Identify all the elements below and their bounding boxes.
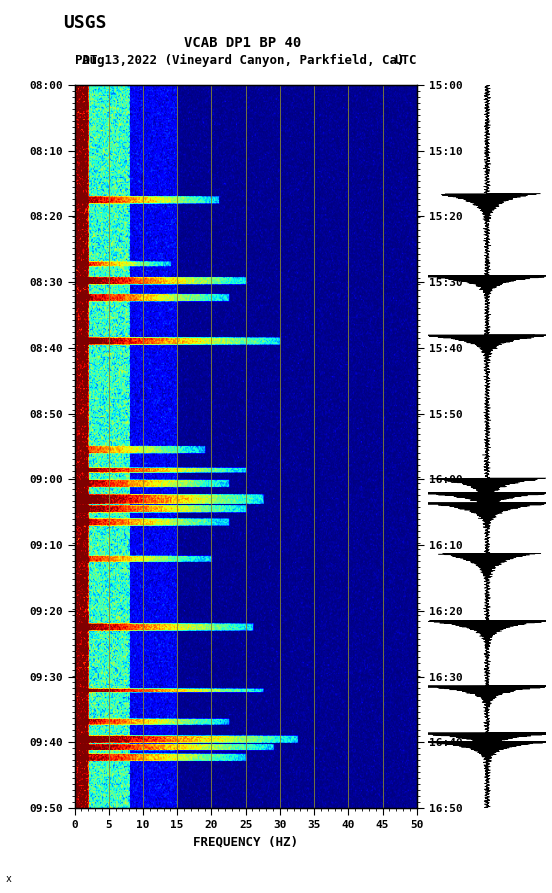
Text: VCAB DP1 BP 40: VCAB DP1 BP 40 — [184, 36, 301, 50]
Text: USGS: USGS — [63, 14, 107, 32]
Text: x: x — [6, 874, 12, 884]
Text: UTC: UTC — [394, 54, 417, 67]
Text: PDT: PDT — [75, 54, 97, 67]
Text: Aug13,2022 (Vineyard Canyon, Parkfield, Ca): Aug13,2022 (Vineyard Canyon, Parkfield, … — [82, 54, 404, 67]
X-axis label: FREQUENCY (HZ): FREQUENCY (HZ) — [193, 836, 298, 848]
